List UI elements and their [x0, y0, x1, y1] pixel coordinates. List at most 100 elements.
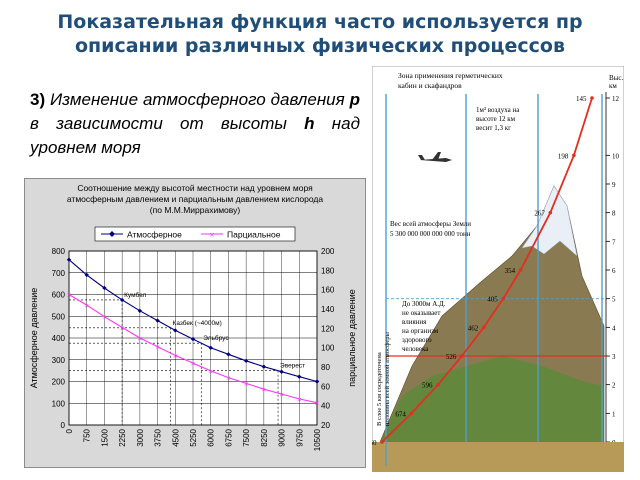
pressure-point-label: 354: [505, 267, 516, 275]
mountain-forest: [380, 356, 604, 442]
x-tick-label: 3750: [154, 428, 163, 446]
legend-label-1: Парциальное: [227, 230, 281, 240]
series-point: [208, 345, 213, 350]
x-tick-label: 0: [65, 428, 74, 433]
section-text-2: в зависимости от высоты: [30, 114, 305, 133]
series-line-1: [68, 294, 318, 404]
y-tick-label: 500: [52, 312, 66, 321]
x-tick-label: 7500: [242, 428, 251, 446]
pressure-point: [409, 411, 414, 416]
effect-label-1: До 3000м А.Д.: [402, 300, 446, 308]
pressure-point: [436, 382, 440, 387]
x-tick-label: 9000: [278, 428, 287, 446]
series-point: ×: [173, 352, 178, 360]
pressure-point-label: 760: [372, 439, 377, 447]
x-tick-label: 1500: [100, 428, 109, 446]
series-point: ×: [314, 399, 319, 407]
pressure-point: [548, 210, 553, 215]
y-tick-label: 700: [52, 269, 66, 278]
section-text-1: Изменение атмосферного давления: [45, 90, 350, 109]
pressure-point-label: 405: [487, 296, 498, 304]
height-tick-label: 12: [612, 95, 620, 103]
annotation-label-3: Эверест: [280, 363, 305, 370]
y-tick-label: 800: [52, 247, 66, 256]
y2-tick-label: 140: [321, 305, 335, 314]
series-point: [261, 364, 267, 369]
ground: [372, 442, 624, 472]
height-tick-label: 9: [612, 181, 616, 189]
section-description: 3) Изменение атмосферного давления p в з…: [30, 88, 360, 160]
height-tick-label: 1: [612, 410, 616, 418]
pressure-point: [501, 296, 506, 301]
pressure-point: [518, 268, 523, 272]
x-tick-label: 6000: [207, 428, 216, 446]
series-point: [279, 369, 284, 374]
air-label-1: 1м³ воздуха на: [476, 106, 520, 114]
series-point: [119, 297, 125, 303]
height-tick-label: 5: [612, 296, 616, 304]
series-point: [314, 379, 320, 384]
y2-axis-title: парциальное давление: [347, 289, 357, 387]
y2-tick-label: 20: [321, 421, 330, 430]
y2-tick-label: 40: [321, 402, 330, 411]
pressure-point-label: 596: [422, 382, 433, 390]
legend-box: [94, 226, 296, 242]
airplane-tail: [418, 155, 425, 160]
section-var-h: h: [304, 114, 315, 133]
effect-label-3: влияния: [402, 318, 427, 326]
series-point: [137, 308, 143, 314]
series-point: ×: [208, 367, 213, 375]
y-tick-label: 400: [52, 334, 66, 343]
x-tick-label: 750: [83, 428, 92, 442]
y-tick-label: 200: [52, 378, 66, 387]
pressure-point: [572, 153, 576, 158]
section-number: 3): [30, 90, 46, 109]
height-tick-label: 6: [612, 267, 616, 275]
y2-tick-label: 180: [321, 266, 335, 275]
pressure-point: [380, 440, 384, 444]
effect-label-2: не оказывает: [402, 309, 440, 317]
pressure-point-label: 198: [558, 152, 569, 160]
annotation-label-2: Эльбрус: [203, 334, 229, 342]
series-point: [226, 352, 231, 357]
series-point: ×: [243, 380, 248, 388]
airplane-icon: [418, 152, 452, 162]
chart-legend: Атмосферное × Парциальное: [94, 226, 296, 242]
x-tick-label: 4500: [171, 428, 180, 446]
height-tick-label: 8: [612, 210, 616, 218]
y-tick-label: 0: [61, 421, 66, 430]
legend-label-0: Атмосферное: [127, 230, 182, 240]
series-point: [84, 272, 89, 278]
y-tick-label: 600: [52, 291, 66, 300]
y2-tick-label: 120: [321, 324, 335, 333]
pressure-point: [590, 96, 594, 100]
height-tick-label: 7: [612, 238, 616, 246]
vertical-label-2: половина всей земной атмосферы: [384, 332, 391, 426]
pressure-point: [460, 354, 464, 358]
y-tick-label: 100: [52, 399, 66, 408]
series-point: [173, 328, 178, 333]
chart-title-line: (по М.М.Миррахимову): [150, 205, 241, 215]
slide-title-line-1: Показательная функция часто используется…: [57, 11, 583, 33]
series-point: [66, 257, 72, 262]
legend-marker: ×: [209, 231, 215, 239]
pressure-curve: [381, 97, 593, 443]
y2-tick-label: 200: [321, 247, 335, 256]
altitude-figure: 01234567891012Выс.км76067459652646240535…: [372, 66, 624, 472]
effect-label-4: на организм: [402, 327, 439, 335]
x-tick-label: 9750: [295, 428, 304, 446]
pressure-point-label: 462: [468, 324, 479, 332]
section-var-p: p: [349, 90, 360, 109]
height-unit-label: Выс.: [609, 74, 623, 82]
pressure-chart-frame: Соотношение между высотой местности над …: [24, 178, 366, 468]
x-tick-label: 2250: [118, 428, 127, 446]
x-tick-label: 3000: [136, 428, 145, 446]
height-tick-label: 2: [612, 382, 616, 390]
top-zone-label-1: Зона применения герметических: [398, 71, 503, 80]
effect-label-6: человека: [402, 345, 429, 353]
series-point: ×: [226, 374, 231, 382]
series-point: ×: [137, 334, 142, 342]
series-point: ×: [261, 386, 266, 394]
height-unit-label-2: км: [609, 82, 617, 90]
pressure-point-label: 674: [395, 410, 406, 418]
